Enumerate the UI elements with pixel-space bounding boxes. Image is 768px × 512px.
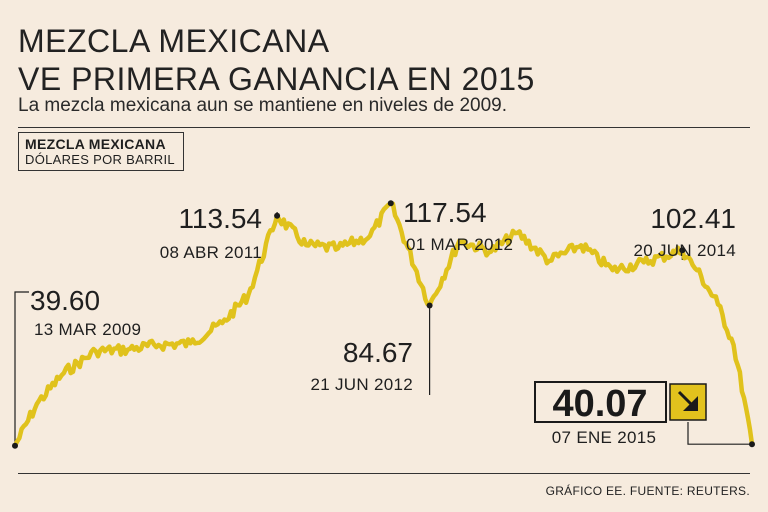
series-legend: MEZCLA MEXICANA DÓLARES POR BARRIL	[18, 132, 184, 171]
label-value-2012-peak: 117.54	[403, 197, 487, 228]
label-value-2011-peak: 113.54	[178, 203, 262, 234]
label-date-2012-peak: 01 MAR 2012	[406, 235, 513, 254]
label-value-start: 39.60	[30, 285, 100, 316]
chart-title: MEZCLA MEXICANA VE PRIMERA GANANCIA EN 2…	[18, 22, 535, 98]
latest-value-box	[534, 381, 667, 423]
arrow-down-right-icon	[669, 383, 707, 421]
source-credit: GRÁFICO EE. FUENTE: REUTERS.	[545, 484, 750, 498]
marker-2014-peak	[679, 247, 686, 254]
leader-start	[14, 291, 29, 446]
title-line-2: VE PRIMERA GANANCIA EN 2015	[18, 61, 535, 97]
label-value-2014-peak: 102.41	[650, 203, 736, 234]
chart-subtitle: La mezcla mexicana aun se mantiene en ni…	[18, 95, 508, 116]
label-value-latest: 40.07	[552, 383, 647, 425]
marker-2012-low	[426, 302, 433, 309]
label-date-2011-peak: 08 ABR 2011	[160, 243, 262, 262]
price-series-line	[12, 200, 755, 448]
legend-series-name: MEZCLA MEXICANA	[25, 136, 166, 152]
legend-unit: DÓLARES POR BARRIL	[25, 152, 175, 167]
leader-latest	[687, 422, 752, 445]
label-value-2012-low: 84.67	[343, 337, 413, 368]
marker-2012-peak	[387, 200, 394, 207]
annotation-markers	[12, 200, 755, 449]
bottom-divider	[18, 473, 750, 474]
top-divider	[18, 127, 750, 128]
title-line-1: MEZCLA MEXICANA	[18, 23, 330, 59]
label-date-start: 13 MAR 2009	[34, 320, 141, 339]
marker-2011-peak	[274, 212, 281, 219]
label-date-latest: 07 ENE 2015	[552, 428, 656, 447]
label-date-2014-peak: 20 JUN 2014	[633, 241, 736, 260]
marker-latest	[749, 441, 755, 448]
label-date-2012-low: 21 JUN 2012	[310, 375, 413, 394]
marker-start	[12, 442, 18, 449]
